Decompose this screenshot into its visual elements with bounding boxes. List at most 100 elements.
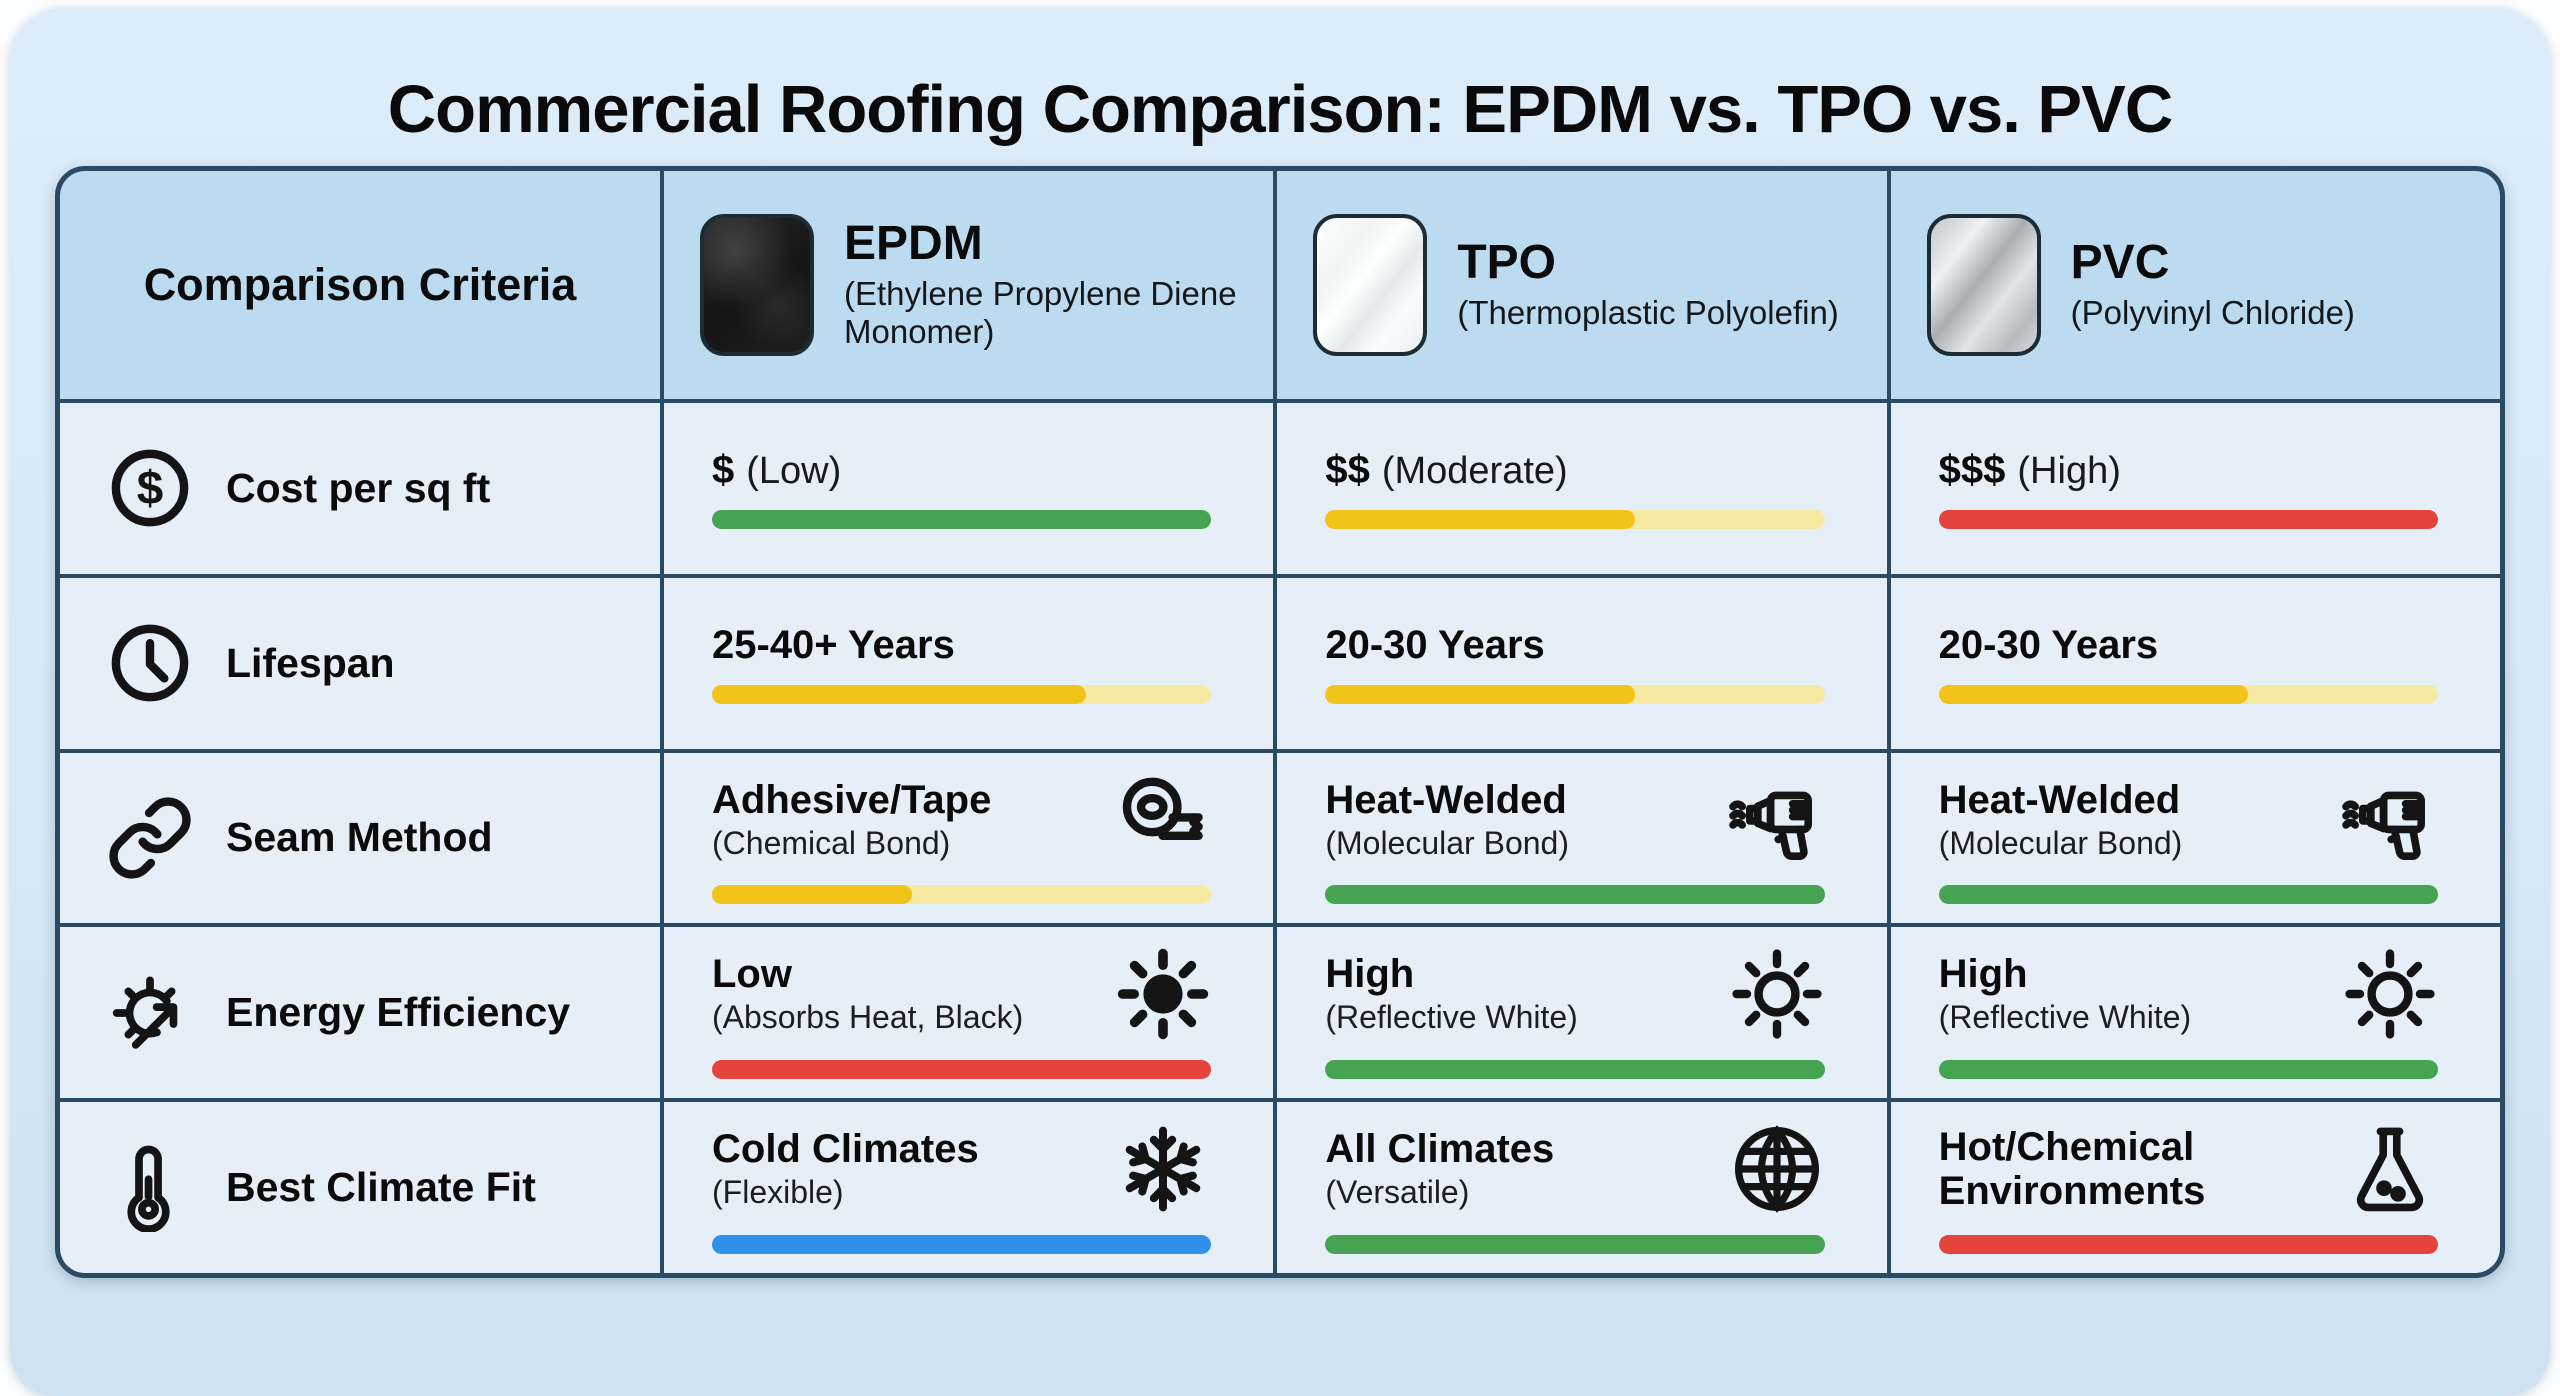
- rating-bar: [1938, 510, 2438, 530]
- rating-bar-track: [1938, 885, 2438, 905]
- cell-value: High: [1325, 952, 1415, 997]
- sun-outline-icon: [1729, 946, 1825, 1042]
- rating-bar: [712, 1060, 1212, 1080]
- cell-sub: (Flexible): [712, 1174, 844, 1211]
- cell-energy-epdm: Low (Absorbs Heat, Black): [664, 927, 1274, 1099]
- rating-bar-track: [1938, 1235, 2438, 1255]
- sun-outline-icon: [2342, 946, 2438, 1042]
- cell-lifespan-pvc: 20-30 Years: [1890, 577, 2500, 749]
- criterion-label: Cost per sq ft: [226, 464, 491, 511]
- cell-climate-pvc: Hot/Chemical Environments: [1890, 1102, 2500, 1273]
- criteria-header-cell: Comparison Criteria: [60, 171, 660, 399]
- cell-value: Cold Climates: [712, 1127, 979, 1172]
- cell-value: Heat-Welded: [1938, 777, 2181, 822]
- criterion-label: Lifespan: [226, 639, 395, 686]
- cell-value: Adhesive/Tape: [712, 777, 992, 822]
- rating-bar-track: [1938, 510, 2438, 530]
- cell-sub: (Reflective White): [1325, 999, 1578, 1036]
- cell-value: 20-30 Years: [1938, 622, 2159, 667]
- infographic-card: Commercial Roofing Comparison: EPDM vs. …: [10, 8, 2550, 1396]
- criterion-label: Energy Efficiency: [226, 989, 571, 1036]
- clock-icon: [106, 619, 194, 707]
- rating-bar-track: [712, 510, 1212, 530]
- cell-value: Low: [712, 952, 792, 997]
- rating-bar-track: [1938, 684, 2438, 704]
- cell-cost-pvc: $$$ (High): [1890, 403, 2500, 574]
- cell-cost-epdm: $ (Low): [664, 403, 1274, 574]
- rating-bar: [712, 885, 912, 905]
- cell-value: High: [1938, 952, 2028, 997]
- cell-cost-tpo: $$ (Moderate): [1277, 403, 1887, 574]
- material-subtitle: (Ethylene Propylene Diene Monomer): [844, 274, 1237, 350]
- material-name: PVC: [2070, 236, 2170, 290]
- rating-bar-track: [712, 1235, 1212, 1255]
- cell-climate-tpo: All Climates (Versatile): [1277, 1102, 1887, 1273]
- criterion-cost: Cost per sq ft: [60, 403, 660, 574]
- cell-value: Hot/Chemical Environments: [1938, 1125, 2206, 1214]
- rating-bar: [1325, 885, 1825, 905]
- cell-value: 20-30 Years: [1325, 622, 1545, 667]
- rating-bar: [1938, 1235, 2438, 1255]
- cell-lifespan-epdm: 25-40+ Years: [664, 577, 1274, 749]
- rating-bar-track: [1325, 684, 1825, 704]
- rating-bar-track: [1325, 1235, 1825, 1255]
- material-name: TPO: [1457, 236, 1556, 290]
- chain-link-icon: [106, 794, 194, 882]
- material-subtitle: (Polyvinyl Chloride): [2070, 293, 2355, 331]
- cell-value: Heat-Welded: [1325, 777, 1567, 822]
- rating-bar: [1325, 684, 1635, 704]
- criterion-seam-method: Seam Method: [60, 752, 660, 924]
- globe-icon: [1729, 1121, 1825, 1217]
- cell-value: 25-40+ Years: [712, 622, 955, 667]
- cell-sub: (Molecular Bond): [1325, 824, 1569, 861]
- cell-lifespan-tpo: 20-30 Years: [1277, 577, 1887, 749]
- cell-sub: (Absorbs Heat, Black): [712, 999, 1024, 1036]
- sun-arrow-icon: [106, 969, 194, 1057]
- cell-note: (Low): [746, 449, 842, 492]
- rating-bar-track: [712, 885, 1212, 905]
- rating-bar-track: [1938, 1060, 2438, 1080]
- rating-bar-track: [1325, 1060, 1825, 1080]
- criterion-label: Seam Method: [226, 814, 493, 861]
- sun-filled-icon: [1115, 946, 1211, 1042]
- rating-bar: [1325, 1060, 1825, 1080]
- dollar-circle-icon: [106, 444, 194, 532]
- rating-bar: [1325, 510, 1635, 530]
- rating-bar: [712, 684, 1087, 704]
- flask-icon: [2342, 1121, 2438, 1217]
- tape-roll-icon: [1115, 771, 1211, 867]
- rating-bar: [1938, 885, 2438, 905]
- cell-sub: (Chemical Bond): [712, 824, 951, 861]
- comparison-table: Comparison Criteria EPDM (Ethylene Propy…: [55, 166, 2505, 1278]
- rating-bar-track: [1325, 510, 1825, 530]
- rating-bar-track: [712, 1060, 1212, 1080]
- cell-seam-pvc: Heat-Welded (Molecular Bond): [1890, 752, 2500, 924]
- epdm-material-swatch: [700, 214, 814, 356]
- criterion-energy-efficiency: Energy Efficiency: [60, 927, 660, 1099]
- rating-bar: [1938, 1060, 2438, 1080]
- snowflake-icon: [1115, 1121, 1211, 1217]
- cell-value: $: [712, 447, 735, 492]
- rating-bar: [1325, 1235, 1825, 1255]
- heat-gun-icon: [2342, 771, 2438, 867]
- cell-note: (High): [2017, 449, 2121, 492]
- cell-energy-pvc: High (Reflective White): [1890, 927, 2500, 1099]
- heat-gun-icon: [1729, 771, 1825, 867]
- criterion-lifespan: Lifespan: [60, 577, 660, 749]
- rating-bar-track: [1325, 885, 1825, 905]
- pvc-material-swatch: [1926, 214, 2041, 356]
- cell-value: $$: [1325, 447, 1370, 492]
- rating-bar: [1938, 684, 2249, 704]
- cell-energy-tpo: High (Reflective White): [1277, 927, 1887, 1099]
- thermometer-icon: [106, 1144, 194, 1232]
- page-title: Commercial Roofing Comparison: EPDM vs. …: [387, 72, 2173, 147]
- criterion-best-climate-fit: Best Climate Fit: [60, 1102, 660, 1273]
- cell-seam-tpo: Heat-Welded (Molecular Bond): [1277, 752, 1887, 924]
- cell-seam-epdm: Adhesive/Tape (Chemical Bond): [664, 752, 1274, 924]
- tpo-material-swatch: [1313, 214, 1428, 356]
- cell-note: (Moderate): [1381, 449, 1568, 492]
- column-header-tpo: TPO (Thermoplastic Polyolefin): [1277, 171, 1887, 399]
- cell-value: $$$: [1938, 447, 2006, 492]
- material-name: EPDM: [844, 217, 983, 271]
- cell-sub: (Molecular Bond): [1938, 824, 2183, 861]
